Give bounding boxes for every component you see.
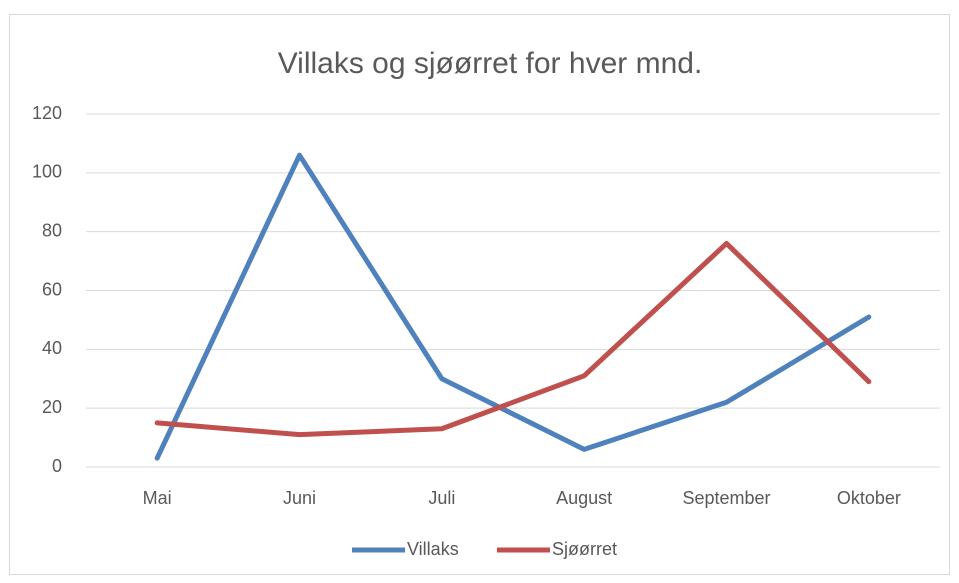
x-tick-label: September xyxy=(682,488,770,508)
y-tick-label: 80 xyxy=(42,220,62,240)
x-tick-label: August xyxy=(556,488,612,508)
y-tick-label: 0 xyxy=(52,456,62,476)
series-line xyxy=(154,240,872,438)
x-tick-label: Juni xyxy=(283,488,316,508)
y-tick-label: 100 xyxy=(32,162,62,182)
x-tick-label: Oktober xyxy=(837,488,901,508)
y-tick-label: 20 xyxy=(42,397,62,417)
y-tick-label: 60 xyxy=(42,279,62,299)
legend-label: Villaks xyxy=(407,539,459,559)
x-tick-label: Mai xyxy=(143,488,172,508)
series-line xyxy=(154,152,872,461)
legend-label: Sjøørret xyxy=(552,539,617,559)
y-tick-label: 120 xyxy=(32,103,62,123)
y-tick-label: 40 xyxy=(42,338,62,358)
chart-title: Villaks og sjøørret for hver mnd. xyxy=(278,47,703,80)
chart-border xyxy=(9,14,950,575)
x-tick-label: Juli xyxy=(428,488,455,508)
